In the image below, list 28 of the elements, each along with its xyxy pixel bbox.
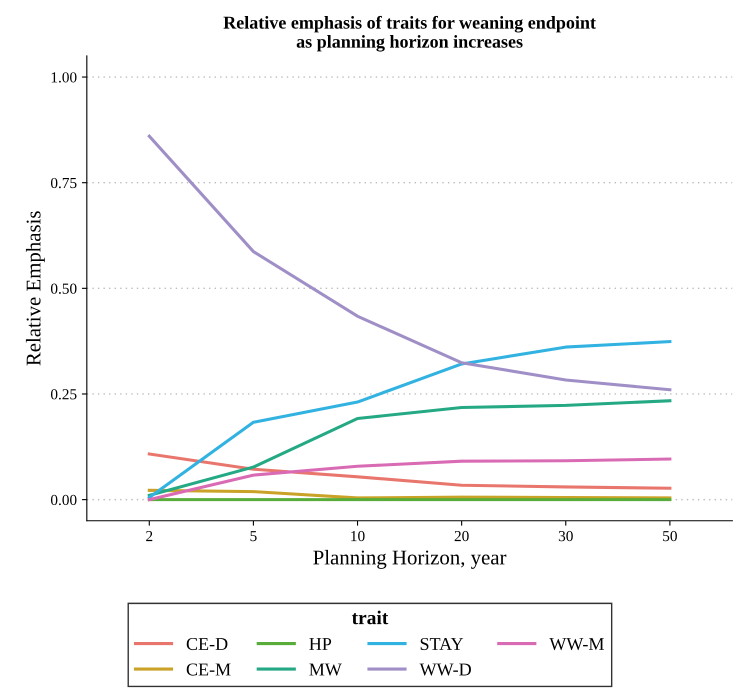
line-series — [148, 452, 672, 490]
line-series — [148, 340, 672, 500]
y-tick-label: 0.00 — [50, 494, 77, 506]
line-series — [148, 458, 672, 502]
y-tick-label: 0.75 — [50, 178, 77, 188]
legend-title: trait — [352, 610, 388, 624]
legend-label: CE-M — [186, 663, 231, 676]
line-series — [148, 399, 672, 497]
x-axis-title: Planning Horizon, year — [313, 550, 506, 569]
legend-label: CE-D — [186, 638, 228, 650]
x-tick-label: 5 — [250, 531, 257, 542]
x-tick-label: 2 — [146, 530, 152, 542]
y-axis-title: Relative Emphasis — [26, 211, 45, 366]
legend-label: MW — [309, 664, 342, 676]
y-tick-label: 1.00 — [52, 72, 77, 83]
chart-title: Relative emphasis of traits for weaning endpoint as planning horizon increases — [223, 16, 596, 52]
x-tick-label: 10 — [351, 530, 365, 542]
x-tick-label: 30 — [558, 530, 573, 542]
x-tick-label: 20 — [454, 530, 469, 542]
line-series — [148, 134, 672, 392]
x-tick-label: 50 — [663, 530, 677, 542]
legend-label: WW-D — [420, 664, 471, 676]
y-tick-label: 0.25 — [50, 389, 77, 400]
legend-label: HP — [309, 638, 332, 650]
line-series — [148, 488, 672, 500]
legend-label: STAY — [420, 638, 464, 650]
legend-label: WW-M — [549, 638, 604, 650]
y-tick-label: 0.50 — [50, 283, 77, 294]
